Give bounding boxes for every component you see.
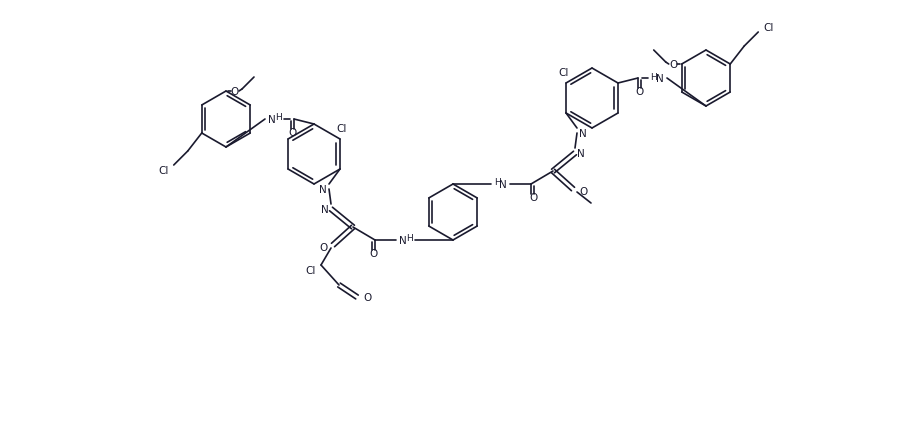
Text: N: N (399, 236, 407, 246)
Text: Cl: Cl (558, 68, 569, 78)
Text: N: N (656, 74, 664, 84)
Text: O: O (230, 87, 238, 97)
Text: O: O (363, 293, 371, 302)
Text: Cl: Cl (763, 23, 773, 33)
Text: Cl: Cl (159, 166, 169, 176)
Text: H: H (405, 234, 413, 243)
Text: N: N (321, 204, 329, 214)
Text: N: N (579, 129, 587, 139)
Text: N: N (268, 115, 276, 125)
Text: H: H (274, 113, 281, 122)
Text: N: N (499, 180, 507, 190)
Text: O: O (319, 243, 327, 253)
Text: H: H (650, 72, 658, 81)
Text: O: O (578, 187, 587, 197)
Text: N: N (578, 149, 585, 159)
Text: O: O (670, 60, 678, 70)
Text: Cl: Cl (337, 124, 347, 134)
Text: O: O (529, 193, 537, 203)
Text: H: H (494, 178, 500, 187)
Text: O: O (288, 128, 296, 138)
Text: Cl: Cl (306, 265, 316, 275)
Text: O: O (369, 248, 377, 258)
Text: O: O (636, 87, 644, 97)
Text: N: N (319, 184, 327, 194)
